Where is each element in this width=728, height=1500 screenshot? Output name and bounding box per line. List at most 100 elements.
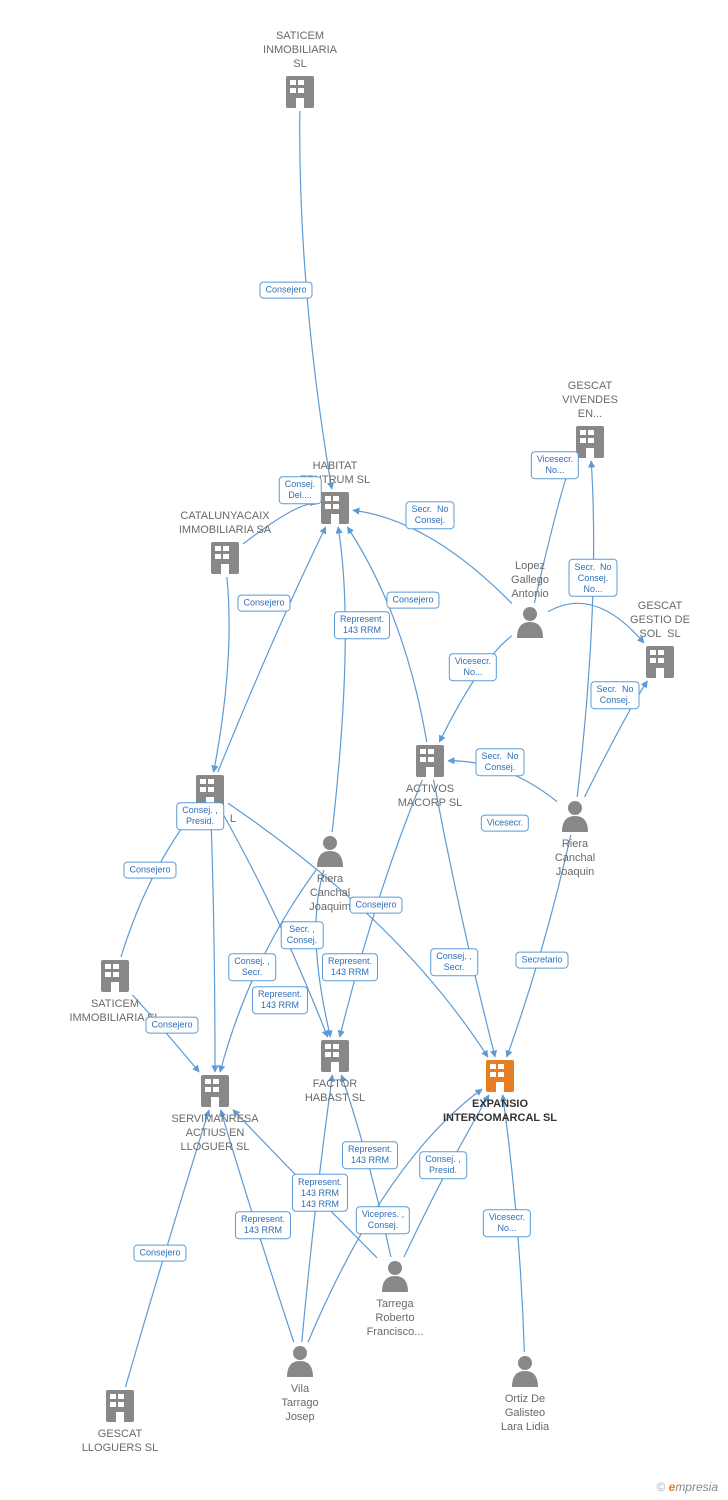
node-label-servimanresa[interactable]: SERVIMANRESA ACTIUS EN LLOGUER SL — [155, 1109, 275, 1154]
edge-catalunyacaix-unknown_l — [214, 577, 229, 772]
node-text: GESCAT GESTIO DE SOL SL — [600, 600, 720, 641]
building-icon — [101, 960, 129, 992]
edge-lopez-activos — [439, 636, 512, 742]
diagram-canvas — [0, 0, 728, 1500]
node-text: Tarrega Roberto Francisco... — [335, 1298, 455, 1339]
edge-label: Represent. 143 RRM — [235, 1211, 291, 1239]
building-icon — [106, 1390, 134, 1422]
edge-label: Vicesecr. No... — [531, 451, 579, 479]
company-node-saticem_inmo[interactable] — [286, 76, 314, 108]
node-label-saticem_inmo[interactable]: SATICEM INMOBILIARIA SL — [240, 30, 360, 73]
edge-label: Consej. , Secr. — [228, 953, 276, 981]
edge-riera_joaquim-habitat — [332, 527, 345, 832]
edge-unknown_l-servimanresa — [211, 810, 215, 1072]
edge-label: Consej. , Secr. — [430, 948, 478, 976]
person-icon — [562, 801, 588, 832]
building-icon — [576, 426, 604, 458]
node-label-tarrega[interactable]: Tarrega Roberto Francisco... — [335, 1294, 455, 1339]
company-node-saticem_immo[interactable] — [101, 960, 129, 992]
node-text: SATICEM INMOBILIARIA SL — [240, 30, 360, 71]
node-label-ortiz[interactable]: Ortiz De Galisteo Lara Lidia — [465, 1389, 585, 1434]
person-icon — [382, 1261, 408, 1292]
edge-saticem_inmo-habitat — [300, 111, 332, 489]
edge-label: Consejero — [386, 592, 439, 609]
edge-label: Secr. , Consej. — [281, 921, 324, 949]
person-icon — [287, 1346, 313, 1377]
company-node-habitat[interactable] — [321, 492, 349, 524]
edge-unknown_l-expansio — [228, 803, 488, 1057]
edge-label: Represent. 143 RRM — [342, 1141, 398, 1169]
company-node-factor[interactable] — [321, 1040, 349, 1072]
company-node-servimanresa[interactable] — [201, 1075, 229, 1107]
node-label-vila[interactable]: Vila Tarrago Josep — [240, 1379, 360, 1424]
person-node-lopez[interactable] — [517, 607, 543, 638]
edge-label: Secretario — [515, 952, 568, 969]
edge-saticem_immo-unknown_l — [121, 810, 195, 957]
person-node-tarrega[interactable] — [382, 1261, 408, 1292]
edge-label: Vicesecr. — [481, 815, 529, 832]
building-icon — [486, 1060, 514, 1092]
edge-label: Vicesecr. No... — [483, 1209, 531, 1237]
building-icon — [211, 542, 239, 574]
node-label-gescat_llog[interactable]: GESCAT LLOGUERS SL — [60, 1424, 180, 1456]
edge-label: Consejero — [123, 862, 176, 879]
person-node-ortiz[interactable] — [512, 1356, 538, 1387]
edge-label: Secr. No Consej. No... — [568, 559, 617, 597]
person-icon — [517, 607, 543, 638]
edge-label: Consejero — [349, 897, 402, 914]
edge-label: Represent. 143 RRM — [252, 986, 308, 1014]
edge-label: Consejero — [259, 282, 312, 299]
node-label-catalunyacaix[interactable]: CATALUNYACAIX IMMOBILIARIA SA — [165, 510, 285, 540]
building-icon — [416, 745, 444, 777]
edge-label: Secr. No Consej. — [475, 748, 524, 776]
company-node-catalunyacaix[interactable] — [211, 542, 239, 574]
edge-label: Vicesecr. No... — [449, 653, 497, 681]
company-node-activos[interactable] — [416, 745, 444, 777]
edge-label: Consejero — [145, 1017, 198, 1034]
building-icon — [321, 492, 349, 524]
building-icon — [286, 76, 314, 108]
node-text: Ortiz De Galisteo Lara Lidia — [465, 1393, 585, 1434]
person-icon — [512, 1356, 538, 1387]
edge-riera_joaquin-gescat_viv — [577, 461, 593, 797]
company-node-gescat_viv[interactable] — [576, 426, 604, 458]
node-text: CATALUNYACAIX IMMOBILIARIA SA — [165, 510, 285, 538]
node-label-gescat_viv[interactable]: GESCAT VIVENDES EN... — [530, 380, 650, 423]
node-text: ACTIVOS MACORP SL — [370, 783, 490, 811]
edge-label: Represent. 143 RRM — [322, 953, 378, 981]
building-icon — [201, 1075, 229, 1107]
copyright-symbol: © — [656, 1480, 665, 1494]
node-label-activos[interactable]: ACTIVOS MACORP SL — [370, 779, 490, 811]
node-label-riera_joaquin[interactable]: Riera Canchal Joaquin — [515, 834, 635, 879]
person-icon — [317, 836, 343, 867]
node-text: GESCAT VIVENDES EN... — [530, 380, 650, 421]
footer-credit: © empresia — [656, 1480, 718, 1494]
edge-label: Consej. Del.... — [279, 476, 322, 504]
node-text: Vila Tarrago Josep — [240, 1383, 360, 1424]
node-label-factor[interactable]: FACTOR HABAST SL — [275, 1074, 395, 1106]
building-icon — [321, 1040, 349, 1072]
edge-label: Secr. No Consej. — [590, 681, 639, 709]
brand-rest: mpresia — [675, 1480, 718, 1494]
node-text: Riera Canchal Joaquin — [515, 838, 635, 879]
company-node-expansio[interactable] — [486, 1060, 514, 1092]
building-icon — [646, 646, 674, 678]
node-label-gescat_sol[interactable]: GESCAT GESTIO DE SOL SL — [600, 600, 720, 643]
person-node-riera_joaquim[interactable] — [317, 836, 343, 867]
node-text: SERVIMANRESA ACTIUS EN LLOGUER SL — [155, 1113, 275, 1154]
person-node-vila[interactable] — [287, 1346, 313, 1377]
company-node-gescat_llog[interactable] — [106, 1390, 134, 1422]
node-text: FACTOR HABAST SL — [275, 1078, 395, 1106]
node-text: EXPANSIO INTERCOMARCAL SL — [440, 1098, 560, 1126]
edge-label: Vicepres. , Consej. — [356, 1206, 410, 1234]
edge-label: Represent. 143 RRM 143 RRM — [292, 1174, 348, 1212]
node-label-expansio[interactable]: EXPANSIO INTERCOMARCAL SL — [440, 1094, 560, 1126]
edge-label: Consej. , Presid. — [176, 802, 224, 830]
edge-label: Consejero — [237, 595, 290, 612]
edge-label: Represent. 143 RRM — [334, 611, 390, 639]
edge-label: Consej. , Presid. — [419, 1151, 467, 1179]
node-text: GESCAT LLOGUERS SL — [60, 1428, 180, 1456]
person-node-riera_joaquin[interactable] — [562, 801, 588, 832]
edge-label: Secr. No Consej. — [405, 501, 454, 529]
company-node-gescat_sol[interactable] — [646, 646, 674, 678]
